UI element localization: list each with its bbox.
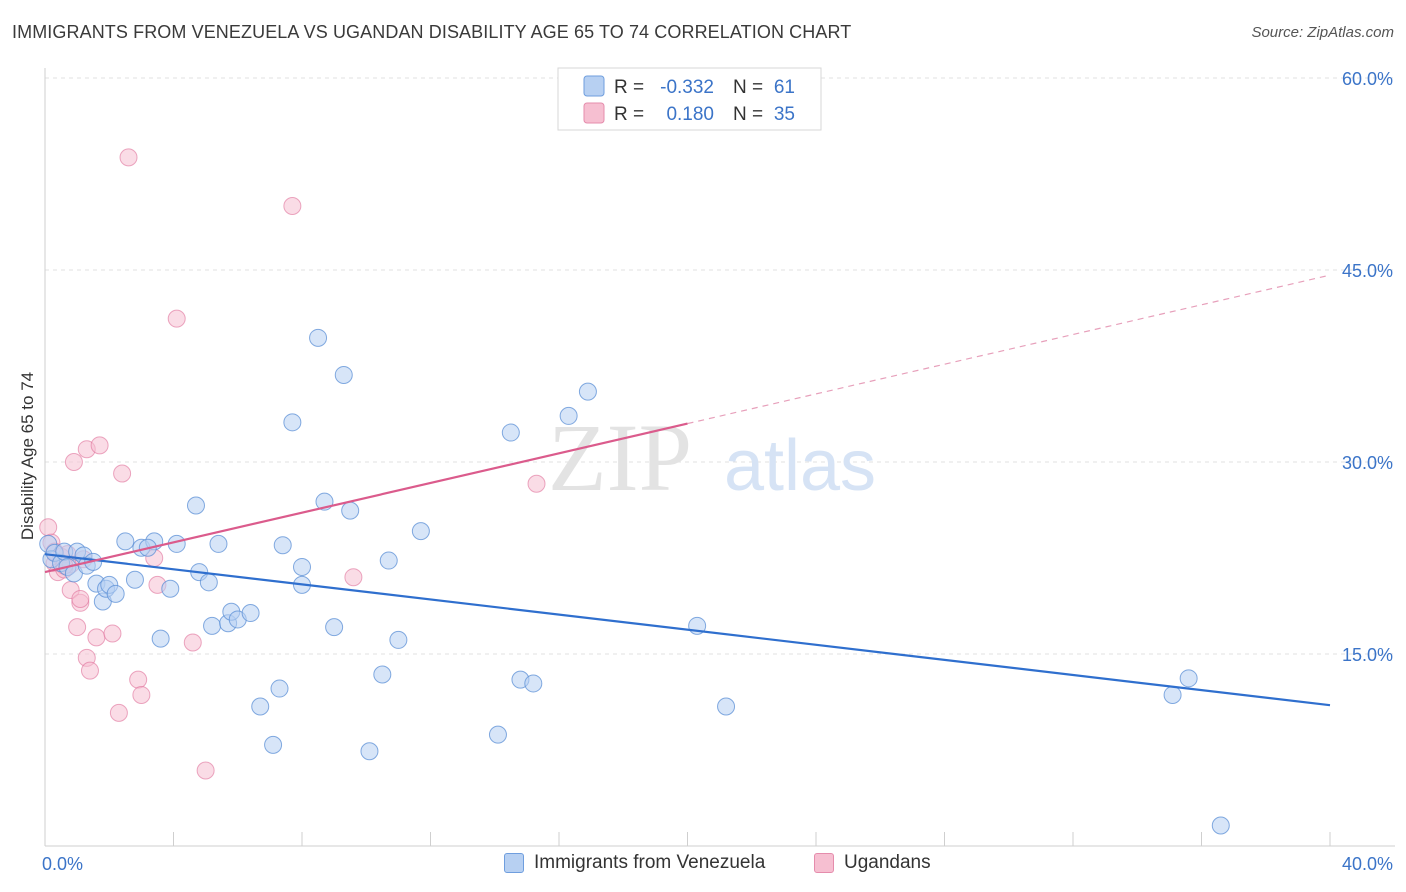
tick-labels: 15.0% 30.0% 45.0% 60.0% 0.0% 40.0% (42, 69, 1393, 874)
data-point-ugandans (64, 453, 83, 471)
data-points (39, 148, 1230, 835)
data-point-venezuela (501, 423, 520, 442)
legend-n-value: 35 (774, 104, 795, 125)
data-point-venezuela (373, 665, 392, 684)
legend-bottom: Immigrants from Venezuela Ugandans (0, 852, 1406, 878)
data-point-venezuela (116, 532, 135, 551)
data-point-venezuela (325, 618, 344, 637)
data-point-ugandans (103, 624, 122, 643)
axes (44, 68, 1395, 847)
data-point-venezuela (203, 616, 222, 635)
data-point-venezuela (241, 604, 260, 623)
grid-lines (45, 77, 1395, 655)
data-point-venezuela (209, 534, 228, 553)
watermark-atlas: atlas (724, 426, 876, 506)
y-tick-label: 45.0% (1342, 261, 1393, 281)
data-point-venezuela (559, 406, 578, 425)
legend-n-value: 61 (774, 77, 795, 98)
x-tick-label: 0.0% (42, 854, 83, 874)
data-point-venezuela (524, 674, 543, 693)
trend-lines (44, 274, 1331, 707)
legend-swatch-venezuela (583, 75, 605, 97)
data-point-ugandans (129, 670, 148, 689)
legend-r-label: R = (614, 104, 644, 125)
data-point-venezuela (717, 697, 736, 716)
data-point-venezuela (578, 382, 597, 401)
data-point-venezuela (341, 501, 360, 520)
trend-line-ugandans-extension (687, 274, 1331, 425)
data-point-venezuela (251, 697, 270, 716)
trend-line-ugandans (44, 422, 688, 574)
legend-n-label: N = (733, 104, 763, 125)
data-point-ugandans (90, 436, 109, 455)
data-point-venezuela (389, 630, 408, 649)
chart-title: IMMIGRANTS FROM VENEZUELA VS UGANDAN DIS… (12, 22, 852, 42)
data-point-ugandans (119, 148, 138, 167)
x-tick-label: 40.0% (1342, 854, 1393, 874)
data-point-venezuela (293, 557, 311, 576)
data-point-ugandans (196, 761, 215, 780)
data-point-ugandans (527, 474, 546, 493)
legend-label-ugandans: Ugandans (844, 852, 931, 873)
data-point-venezuela (106, 584, 125, 603)
data-point-ugandans (167, 309, 186, 328)
data-point-venezuela (186, 496, 205, 515)
y-tick-label: 15.0% (1342, 645, 1393, 665)
data-point-venezuela (1211, 816, 1230, 835)
data-point-venezuela (270, 679, 289, 698)
data-point-venezuela (379, 551, 398, 570)
data-point-venezuela (334, 365, 353, 384)
data-point-ugandans (132, 685, 151, 704)
y-tick-label: 30.0% (1342, 453, 1393, 473)
data-point-ugandans (283, 197, 302, 215)
legend-item-ugandans[interactable]: Ugandans (814, 852, 931, 874)
legend-label-venezuela: Immigrants from Venezuela (534, 852, 766, 873)
data-point-ugandans (71, 589, 90, 608)
legend-swatch-ugandans (814, 853, 834, 873)
watermark: ZIP atlas (548, 404, 876, 511)
data-point-ugandans (113, 464, 132, 483)
legend-r-value: -0.332 (660, 77, 714, 98)
data-point-venezuela (199, 573, 218, 592)
data-point-venezuela (161, 579, 180, 598)
y-axis-label: Disability Age 65 to 74 (18, 372, 37, 540)
data-point-venezuela (1163, 685, 1182, 704)
data-point-ugandans (80, 661, 99, 680)
data-point-venezuela (360, 742, 379, 761)
data-point-ugandans (39, 518, 58, 537)
data-point-venezuela (273, 536, 292, 555)
y-tick-label: 60.0% (1342, 69, 1393, 89)
legend-swatch-venezuela (504, 853, 524, 873)
data-point-ugandans (109, 703, 128, 722)
data-point-ugandans (68, 618, 87, 637)
data-point-venezuela (309, 328, 328, 347)
data-point-venezuela (151, 629, 170, 648)
data-point-venezuela (125, 570, 144, 589)
legend-swatch-ugandans (583, 102, 605, 124)
legend-r-value: 0.180 (666, 104, 714, 125)
legend-item-venezuela[interactable]: Immigrants from Venezuela (504, 852, 765, 874)
data-point-ugandans (87, 628, 106, 647)
data-point-venezuela (1179, 669, 1198, 688)
data-point-venezuela (264, 735, 283, 754)
data-point-ugandans (344, 568, 363, 587)
data-point-venezuela (283, 413, 302, 432)
trend-line-venezuela (44, 553, 1331, 707)
data-point-venezuela (411, 522, 430, 541)
legend-r-label: R = (614, 77, 644, 98)
data-point-venezuela (488, 725, 507, 744)
chart-source: Source: ZipAtlas.com (1251, 24, 1394, 41)
legend-top: R = -0.332 N = 61 R = 0.180 N = 35 (557, 67, 822, 131)
legend-n-label: N = (733, 77, 763, 98)
data-point-ugandans (183, 633, 202, 652)
